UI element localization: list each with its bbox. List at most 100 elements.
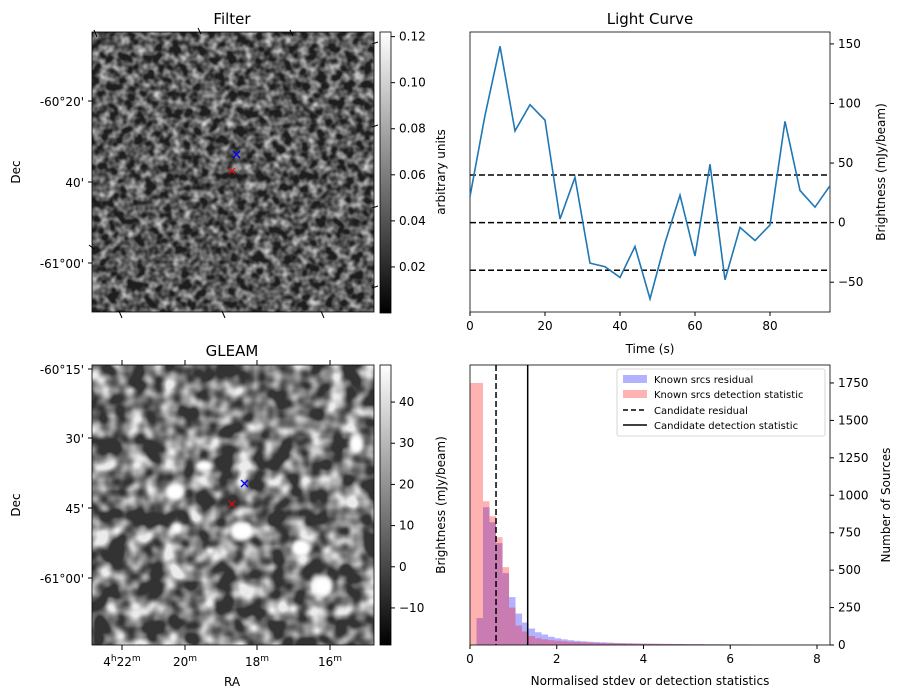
histogram-xtick-label: 4 xyxy=(640,652,648,666)
filter-colorbar-tick-label: 0.06 xyxy=(399,168,426,182)
gleam-source xyxy=(205,547,215,555)
light-curve-xlabel: Time (s) xyxy=(625,342,675,356)
detection-bar xyxy=(593,642,601,645)
detection-bar xyxy=(528,636,536,645)
histogram-xtick-label: 0 xyxy=(466,652,474,666)
gleam-source xyxy=(313,576,333,596)
histogram-ytick-label: 250 xyxy=(838,601,861,615)
light-curve-yticks: −50 0 50 100 150 xyxy=(830,37,863,289)
detection-bar xyxy=(678,644,685,645)
residual-bar xyxy=(502,573,510,645)
detection-bar xyxy=(567,641,575,645)
gleam-colorbar-tick-label: 0 xyxy=(399,560,407,574)
residual-bar xyxy=(665,643,672,645)
residual-bar xyxy=(691,644,698,645)
residual-bar xyxy=(626,643,633,645)
detection-bar xyxy=(548,640,555,645)
detection-bar xyxy=(639,643,646,645)
histogram-ylabel-left: Brightness (mJy/beam) xyxy=(434,436,448,574)
detection-bar xyxy=(561,641,568,645)
filter-ytick-label: -60°20' xyxy=(40,95,84,109)
histogram-ylabel-right: Number of Sources xyxy=(879,448,893,563)
residual-bar xyxy=(476,618,484,645)
gleam-xtick-label: 20m xyxy=(173,654,197,669)
residual-bar xyxy=(541,634,549,645)
histogram-ytick-label: 1500 xyxy=(838,413,869,427)
gleam-colorbar-tick-label: 30 xyxy=(399,436,414,450)
detection-bar xyxy=(619,643,627,645)
histogram-ytick-label: 1250 xyxy=(838,451,869,465)
detection-bar xyxy=(476,382,484,645)
residual-bar xyxy=(483,507,490,645)
detection-bar xyxy=(613,643,620,645)
detection-bar xyxy=(665,644,672,645)
detection-bar xyxy=(522,631,529,645)
detection-bar xyxy=(626,643,633,645)
residual-bar xyxy=(606,642,614,645)
detection-bar xyxy=(600,643,607,645)
detection-bar xyxy=(606,643,614,645)
gleam-colorbar-tick-label: 40 xyxy=(399,395,414,409)
gleam-xtick-label: 4h22m xyxy=(103,654,140,669)
histogram-xtick-label: 2 xyxy=(553,652,561,666)
histogram-ytick-label: 1750 xyxy=(838,376,869,390)
gleam-xtick-label: 16m xyxy=(318,654,342,669)
detection-bar xyxy=(580,642,588,645)
light-curve-xtick-label: 80 xyxy=(762,319,777,333)
histogram-legend: Known srcs residual Known srcs detection… xyxy=(616,368,826,437)
detection-bar xyxy=(671,644,679,645)
residual-bar xyxy=(619,643,627,645)
filter-panel: Filter -60°20' 40' -61°00' Dec 0.020.040… xyxy=(9,10,448,319)
detection-bar xyxy=(541,639,549,645)
light-curve-xticks: 0 20 40 60 80 xyxy=(466,312,778,333)
detection-bar xyxy=(483,501,490,645)
gleam-xtick-label: 18m xyxy=(245,654,269,669)
residual-bar xyxy=(567,640,575,645)
filter-colorbar-ticks: 0.02 0.04 0.06 0.08 0.10 0.12 xyxy=(391,30,426,274)
legend-swatch-residual xyxy=(623,375,647,383)
filter-known-marker xyxy=(228,167,236,175)
light-curve-xtick-label: 20 xyxy=(537,319,552,333)
residual-bar xyxy=(684,644,692,645)
gleam-colorbar-tick-label: −10 xyxy=(399,601,424,615)
detection-bar xyxy=(509,607,516,645)
residual-bar xyxy=(678,643,685,645)
filter-title: Filter xyxy=(213,10,251,28)
filter-candidate-marker xyxy=(232,150,241,159)
gleam-colorbar-ticks: −10 0 10 20 30 40 xyxy=(391,395,424,615)
light-curve-ytick-label: −50 xyxy=(838,275,863,289)
light-curve-panel: Light Curve 0 20 40 60 80 −50 0 50 100 150 Time … xyxy=(466,10,888,356)
residual-bar xyxy=(535,632,542,645)
detection-bar xyxy=(632,643,640,645)
legend-label: Known srcs detection statistic xyxy=(654,390,803,401)
residual-bar xyxy=(600,642,607,645)
residual-bar xyxy=(613,642,620,645)
gleam-source xyxy=(165,483,185,501)
residual-bar xyxy=(509,597,516,645)
histogram-panel: 0 2 4 6 8 0 250 500 750 1000 1250 1500 1750 Normali… xyxy=(434,364,893,688)
histogram-xlabel: Normalised stdev or detection statistics xyxy=(531,674,770,688)
filter-ytick-label: -61°00' xyxy=(40,257,84,271)
gleam-ytick-label: 45' xyxy=(65,502,84,516)
residual-bar xyxy=(652,643,659,645)
detection-bar xyxy=(652,643,659,645)
filter-colorbar xyxy=(379,31,392,314)
residual-bar xyxy=(587,641,594,645)
residual-bar xyxy=(574,640,581,645)
detection-bar xyxy=(496,537,503,645)
detection-bar xyxy=(645,643,653,645)
detection-bar xyxy=(515,625,523,645)
gleam-colorbar-tick-label: 20 xyxy=(399,477,414,491)
legend-label: Candidate residual xyxy=(654,406,748,417)
gleam-source xyxy=(349,435,363,453)
histogram-ytick-label: 1000 xyxy=(838,488,869,502)
detection-bar xyxy=(502,567,510,645)
residual-bar xyxy=(697,644,705,645)
legend-label: Known srcs residual xyxy=(654,375,753,386)
light-curve-ytick-label: 150 xyxy=(838,37,861,51)
histogram-xtick-label: 6 xyxy=(726,652,734,666)
residual-bar xyxy=(515,613,523,645)
residual-bar xyxy=(658,643,666,645)
light-curve-title: Light Curve xyxy=(607,10,693,28)
gleam-source xyxy=(230,521,254,541)
